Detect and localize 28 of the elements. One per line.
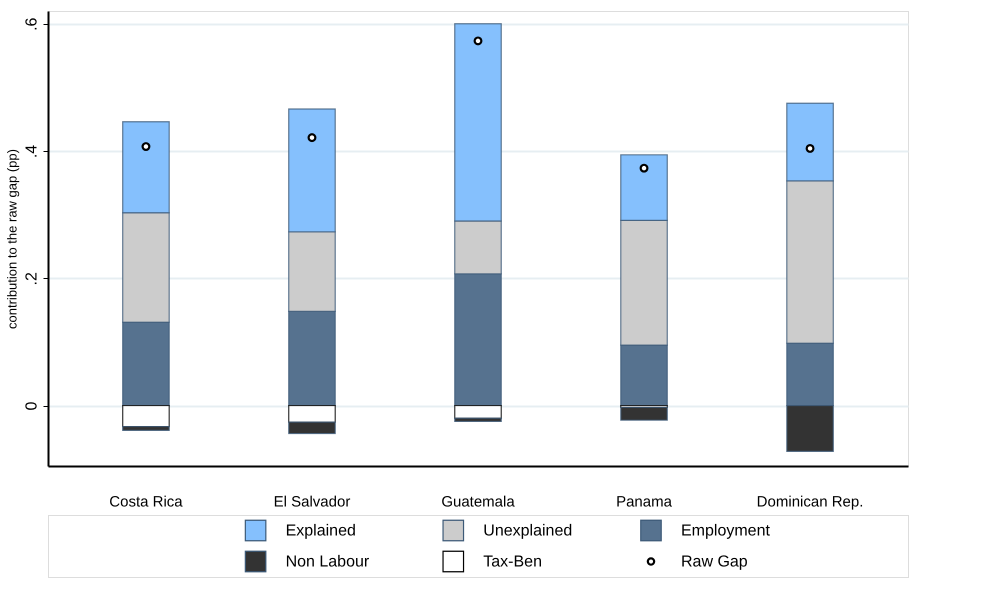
point (806, 144, 814, 153)
x-tick-label: El Salvador (274, 494, 350, 510)
y-tick-label: 0 (24, 402, 40, 410)
point (640, 164, 648, 173)
y-tick-label: .6 (24, 17, 40, 31)
bar (454, 418, 502, 422)
legend-label: Tax-Ben (483, 554, 542, 570)
bar (122, 404, 170, 428)
bar (288, 421, 336, 434)
x-tick-label: Guatemala (441, 494, 516, 510)
legend-label: Unexplained (483, 522, 572, 540)
legend-label: Explained (286, 522, 356, 540)
bar (454, 404, 502, 419)
bar (620, 406, 668, 421)
y-tick-label: .4 (24, 144, 40, 158)
x-tick-label: Dominican Rep. (756, 494, 864, 510)
legend-label: Employment (680, 522, 770, 540)
bar (122, 426, 170, 431)
x-tick-label: Costa Rica (109, 494, 184, 510)
x-tick-label: Panama (616, 494, 673, 510)
legend-label: Non Labour (286, 554, 370, 570)
y-tick-label: .2 (24, 272, 40, 286)
point (474, 36, 482, 46)
y-axis-title: contribution to the raw gap (pp) (4, 149, 20, 329)
point (308, 133, 316, 142)
legend-label: Raw Gap (680, 554, 748, 570)
point (142, 142, 150, 151)
bar (288, 404, 336, 423)
